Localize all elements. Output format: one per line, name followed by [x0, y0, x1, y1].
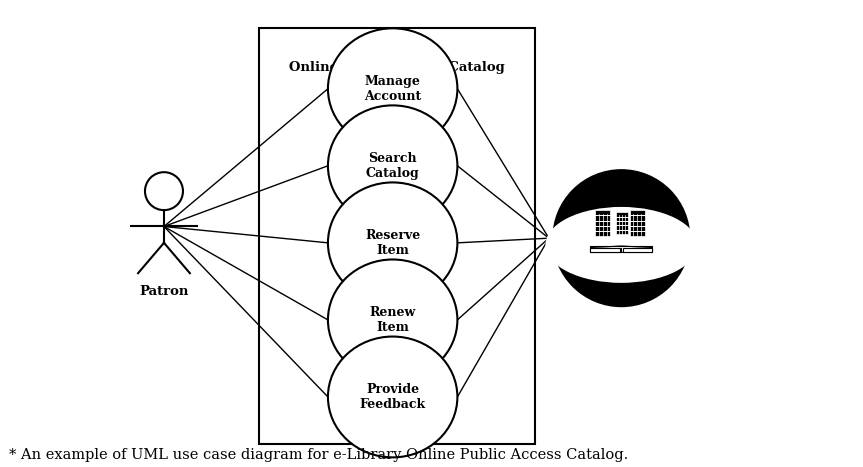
- Text: Library: Library: [595, 280, 648, 293]
- FancyBboxPatch shape: [595, 210, 610, 236]
- Ellipse shape: [545, 207, 697, 283]
- Ellipse shape: [328, 28, 457, 149]
- Text: Provide
Feedback: Provide Feedback: [360, 383, 425, 411]
- Text: Patron: Patron: [139, 285, 189, 298]
- FancyBboxPatch shape: [630, 210, 645, 236]
- Ellipse shape: [552, 169, 690, 307]
- Text: Manage
Account: Manage Account: [364, 75, 421, 103]
- Ellipse shape: [328, 337, 457, 457]
- Text: Renew
Item: Renew Item: [369, 306, 416, 334]
- FancyBboxPatch shape: [623, 248, 652, 252]
- Ellipse shape: [328, 183, 457, 303]
- Text: «module»: «module»: [368, 39, 426, 52]
- Ellipse shape: [328, 106, 457, 226]
- FancyBboxPatch shape: [590, 248, 620, 252]
- Ellipse shape: [328, 260, 457, 380]
- Text: * An example of UML use case diagram for e-Library Online Public Access Catalog.: * An example of UML use case diagram for…: [9, 448, 628, 462]
- Bar: [259, 28, 535, 444]
- Text: Online Public Access Catalog: Online Public Access Catalog: [289, 61, 505, 74]
- FancyBboxPatch shape: [616, 212, 628, 234]
- FancyBboxPatch shape: [590, 247, 652, 252]
- Text: Search
Catalog: Search Catalog: [366, 152, 419, 180]
- Ellipse shape: [145, 172, 183, 210]
- Text: Reserve
Item: Reserve Item: [365, 229, 420, 257]
